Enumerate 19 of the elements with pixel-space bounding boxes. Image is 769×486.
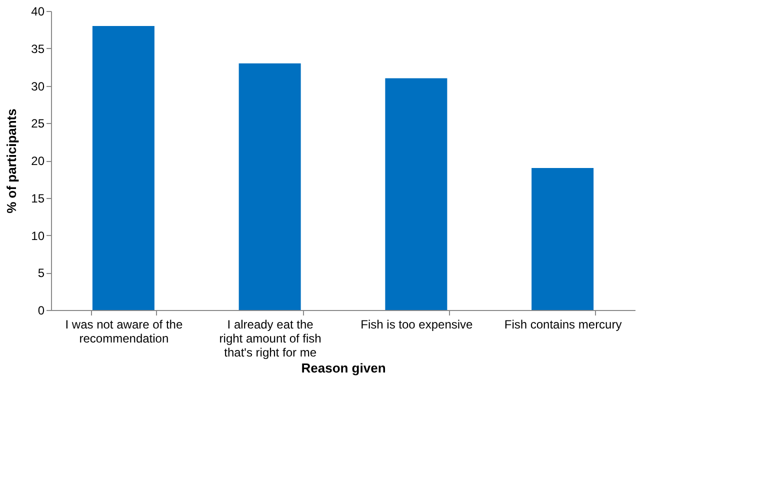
x-tick-label: I already eat the right amount of fish that's right for me (219, 318, 322, 360)
y-tick-label: 40 (31, 4, 45, 18)
y-tick-label: 15 (31, 191, 45, 206)
bar (238, 63, 301, 310)
y-tick-label: 20 (31, 154, 45, 168)
y-tick-label: 25 (31, 116, 45, 131)
bar (92, 26, 154, 310)
y-tick-label: 35 (31, 42, 45, 56)
y-tick-label: 30 (31, 79, 45, 94)
x-tick-label: Fish is too expensive (360, 318, 474, 332)
x-axis-title: Reason given (301, 360, 386, 376)
y-tick-label: 5 (38, 266, 45, 280)
y-tick-label: 10 (31, 228, 45, 243)
y-tick-label: 0 (38, 304, 45, 318)
bar (532, 168, 594, 310)
x-tick-label: Fish contains mercury (504, 318, 622, 332)
x-tick-label: I was not aware of the recommendation (65, 318, 183, 346)
bar (385, 78, 448, 310)
y-axis-title: % of participants (4, 108, 20, 214)
